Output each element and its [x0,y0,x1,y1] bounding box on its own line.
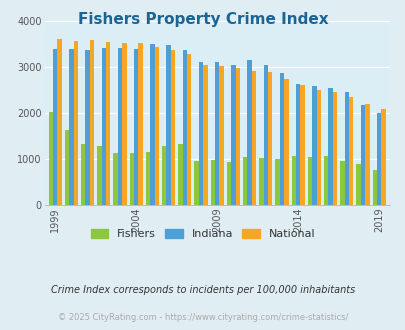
Bar [259,158,263,205]
Bar [328,88,332,205]
Bar [215,62,219,205]
Bar [295,84,300,205]
Bar [166,45,171,205]
Bar [311,85,316,205]
Bar [356,164,360,205]
Bar [138,44,143,205]
Bar [194,161,198,205]
Text: Crime Index corresponds to incidents per 100,000 inhabitants: Crime Index corresponds to incidents per… [51,285,354,295]
Bar [226,162,231,205]
Bar [376,113,380,205]
Bar [187,54,191,205]
Bar [49,112,53,205]
Bar [247,60,251,205]
Bar [53,49,57,205]
Bar [65,130,69,205]
Bar [323,156,328,205]
Bar [150,44,154,205]
Text: © 2025 CityRating.com - https://www.cityrating.com/crime-statistics/: © 2025 CityRating.com - https://www.city… [58,313,347,322]
Bar [101,49,106,205]
Bar [145,152,150,205]
Bar [106,42,110,205]
Bar [154,47,159,205]
Bar [134,49,138,205]
Bar [122,43,126,205]
Bar [73,41,78,205]
Bar [279,73,283,205]
Bar [171,50,175,205]
Bar [182,50,187,205]
Bar [360,105,364,205]
Bar [307,156,311,205]
Legend: Fishers, Indiana, National: Fishers, Indiana, National [86,224,319,244]
Bar [267,72,272,205]
Bar [380,109,385,205]
Bar [85,50,90,205]
Bar [57,39,62,205]
Bar [210,160,215,205]
Bar [219,66,223,205]
Bar [251,71,256,205]
Bar [81,144,85,205]
Bar [162,146,166,205]
Bar [275,159,279,205]
Bar [231,65,235,205]
Bar [339,161,344,205]
Bar [372,170,376,205]
Bar [332,92,337,205]
Bar [344,92,348,205]
Text: Fishers Property Crime Index: Fishers Property Crime Index [77,12,328,26]
Bar [178,144,182,205]
Bar [113,153,117,205]
Bar [97,146,101,205]
Bar [300,84,304,205]
Bar [364,104,369,205]
Bar [90,40,94,205]
Bar [284,79,288,205]
Bar [69,49,73,205]
Bar [202,65,207,205]
Bar [291,156,295,205]
Bar [235,68,239,205]
Bar [129,153,134,205]
Bar [198,62,202,205]
Bar [243,156,247,205]
Bar [316,90,320,205]
Bar [117,48,122,205]
Bar [263,65,267,205]
Bar [348,97,352,205]
